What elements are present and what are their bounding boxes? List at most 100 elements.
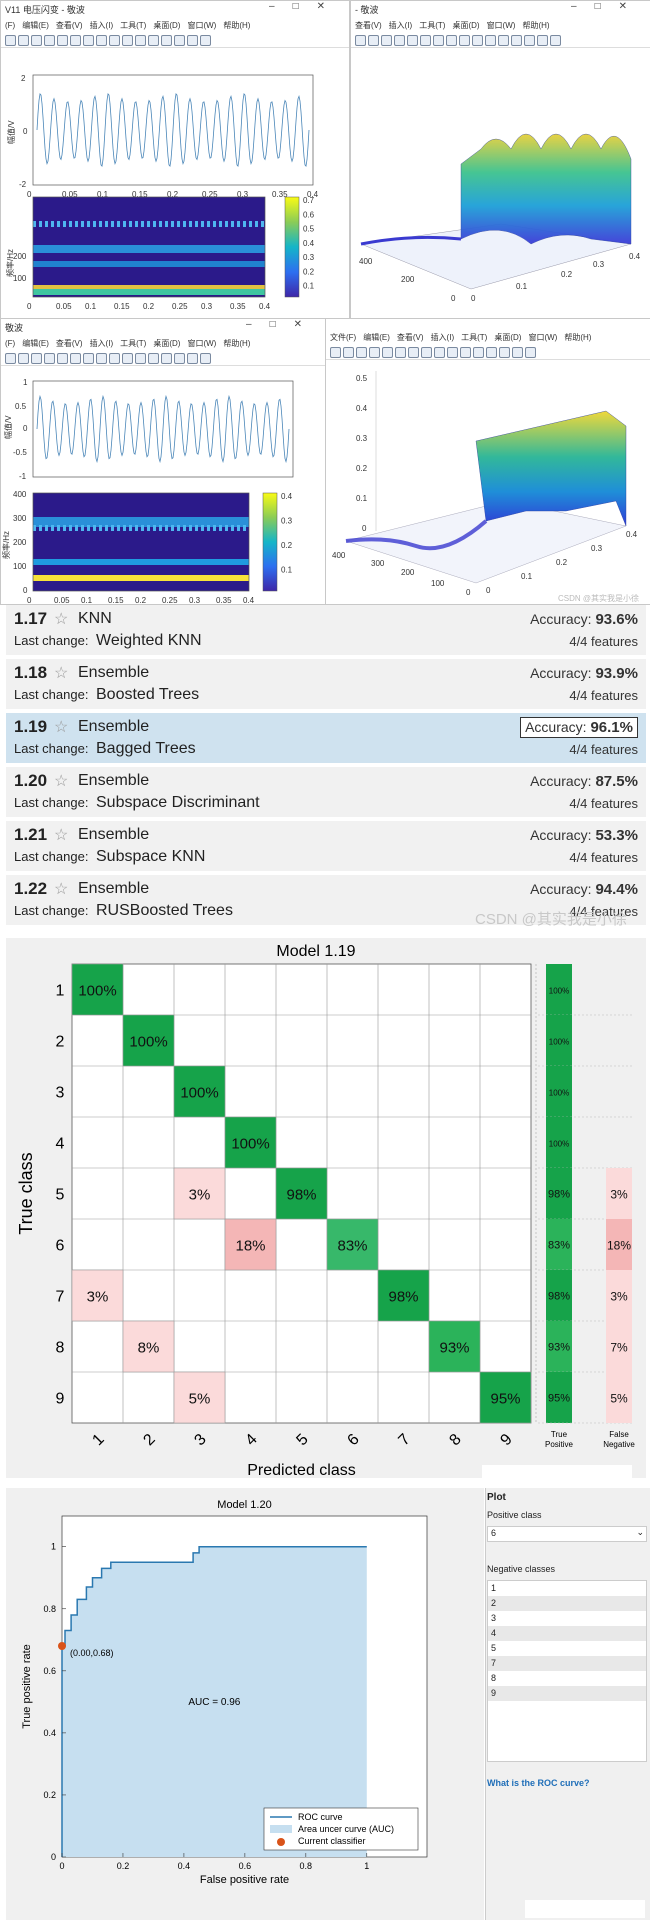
- toolbar-button-icon[interactable]: [135, 353, 146, 364]
- menu-item[interactable]: 窗口(W): [528, 333, 558, 342]
- roc-help-link[interactable]: What is the ROC curve?: [487, 1778, 590, 1788]
- toolbar-button-icon[interactable]: [421, 347, 432, 358]
- toolbar-button-icon[interactable]: [200, 353, 211, 364]
- menu-item[interactable]: 工具(T): [419, 21, 446, 30]
- toolbar-button-icon[interactable]: [343, 347, 354, 358]
- toolbar-button-icon[interactable]: [18, 35, 29, 46]
- toolbar-button-icon[interactable]: [200, 35, 211, 46]
- toolbar-button-icon[interactable]: [187, 353, 198, 364]
- menu-item[interactable]: 插入(I): [89, 339, 114, 348]
- model-item-1-17[interactable]: 1.17 ☆ KNN Last change: Weighted KNN Accuracy…: [6, 605, 646, 655]
- toolbar-button-icon[interactable]: [485, 35, 496, 46]
- toolbar-button-icon[interactable]: [83, 35, 94, 46]
- toolbar-button-icon[interactable]: [109, 353, 120, 364]
- menu-item[interactable]: 窗口(W): [486, 21, 516, 30]
- toolbar-button-icon[interactable]: [460, 347, 471, 358]
- menu-bar[interactable]: (F) 编辑(E) 查看(V) 插入(I) 工具(T) 桌面(D) 窗口(W) 帮助(H): [1, 337, 326, 351]
- toolbar-button-icon[interactable]: [122, 353, 133, 364]
- negative-class-item[interactable]: 3: [488, 1611, 646, 1626]
- negative-class-item[interactable]: 8: [488, 1671, 646, 1686]
- toolbar-button-icon[interactable]: [356, 347, 367, 358]
- toolbar-button-icon[interactable]: [5, 353, 16, 364]
- toolbar-button-icon[interactable]: [31, 353, 42, 364]
- toolbar-button-icon[interactable]: [382, 347, 393, 358]
- menu-item[interactable]: 桌面(D): [153, 21, 181, 30]
- menu-item[interactable]: 帮助(H): [522, 21, 550, 30]
- menu-item[interactable]: 编辑(E): [363, 333, 390, 342]
- window-controls[interactable]: –□✕: [246, 319, 320, 330]
- toolbar-button-icon[interactable]: [44, 35, 55, 46]
- toolbar-button-icon[interactable]: [122, 35, 133, 46]
- menu-item[interactable]: 工具(T): [120, 21, 147, 30]
- negative-class-item[interactable]: 7: [488, 1656, 646, 1671]
- toolbar-button-icon[interactable]: [330, 347, 341, 358]
- toolbar-button-icon[interactable]: [433, 35, 444, 46]
- toolbar-button-icon[interactable]: [135, 35, 146, 46]
- menu-item[interactable]: 插入(I): [89, 21, 114, 30]
- menu-item[interactable]: 帮助(H): [223, 21, 251, 30]
- toolbar-button-icon[interactable]: [44, 353, 55, 364]
- toolbar-button-icon[interactable]: [395, 347, 406, 358]
- toolbar-button-icon[interactable]: [96, 353, 107, 364]
- menu-item[interactable]: (F): [5, 21, 16, 30]
- model-item-1-21[interactable]: 1.21 ☆ Ensemble Last change: Subspace KNN Acc…: [6, 821, 646, 871]
- toolbar-button-icon[interactable]: [381, 35, 392, 46]
- toolbar-button-icon[interactable]: [499, 347, 510, 358]
- toolbar-button-icon[interactable]: [109, 35, 120, 46]
- menu-item[interactable]: 窗口(W): [187, 21, 217, 30]
- menu-bar[interactable]: 文件(F) 编辑(E) 查看(V) 插入(I) 工具(T) 桌面(D) 窗口(W) 帮助(H): [326, 331, 650, 345]
- toolbar-button-icon[interactable]: [70, 35, 81, 46]
- toolbar-button-icon[interactable]: [96, 35, 107, 46]
- toolbar-button-icon[interactable]: [18, 353, 29, 364]
- menu-item[interactable]: 帮助(H): [564, 333, 592, 342]
- toolbar-button-icon[interactable]: [148, 35, 159, 46]
- toolbar-button-icon[interactable]: [446, 35, 457, 46]
- toolbar-button-icon[interactable]: [459, 35, 470, 46]
- menu-item[interactable]: 桌面(D): [452, 21, 480, 30]
- toolbar-button-icon[interactable]: [447, 347, 458, 358]
- menu-item[interactable]: (F): [5, 339, 16, 348]
- model-item-1-18[interactable]: 1.18 ☆ Ensemble Last change: Boosted Trees Ac…: [6, 659, 646, 709]
- model-item-1-22[interactable]: 1.22 ☆ Ensemble Last change: RUSBoosted Tree…: [6, 875, 646, 925]
- menu-item[interactable]: 插入(I): [388, 21, 413, 30]
- toolbar-button-icon[interactable]: [31, 35, 42, 46]
- menu-item[interactable]: 查看(V): [55, 21, 83, 30]
- model-item-1-20[interactable]: 1.20 ☆ Ensemble Last change: Subspace Discri…: [6, 767, 646, 817]
- menu-bar[interactable]: 查看(V) 插入(I) 工具(T) 桌面(D) 窗口(W) 帮助(H): [351, 19, 650, 33]
- toolbar-button-icon[interactable]: [408, 347, 419, 358]
- toolbar-button-icon[interactable]: [434, 347, 445, 358]
- toolbar-button-icon[interactable]: [57, 35, 68, 46]
- toolbar-button-icon[interactable]: [174, 353, 185, 364]
- toolbar-button-icon[interactable]: [368, 35, 379, 46]
- positive-class-select[interactable]: 6 ⌄: [487, 1526, 647, 1542]
- toolbar-button-icon[interactable]: [161, 353, 172, 364]
- model-item-1-19[interactable]: 1.19 ☆ Ensemble Last change: Bagged Trees Acc…: [6, 713, 646, 763]
- toolbar-button-icon[interactable]: [420, 35, 431, 46]
- menu-item[interactable]: 工具(T): [461, 333, 488, 342]
- toolbar-button-icon[interactable]: [355, 35, 366, 46]
- toolbar-button-icon[interactable]: [550, 35, 561, 46]
- toolbar-button-icon[interactable]: [174, 35, 185, 46]
- menu-item[interactable]: 查看(V): [355, 21, 382, 30]
- toolbar-button-icon[interactable]: [498, 35, 509, 46]
- toolbar-button-icon[interactable]: [525, 347, 536, 358]
- toolbar-button-icon[interactable]: [148, 353, 159, 364]
- menu-item[interactable]: 查看(V): [396, 333, 424, 342]
- star-icon[interactable]: ☆: [54, 665, 69, 682]
- menu-item[interactable]: 编辑(E): [22, 21, 49, 30]
- toolbar-button-icon[interactable]: [57, 353, 68, 364]
- menu-item[interactable]: 桌面(D): [494, 333, 522, 342]
- toolbar-button-icon[interactable]: [407, 35, 418, 46]
- star-icon[interactable]: ☆: [54, 881, 69, 898]
- menu-item[interactable]: 窗口(W): [187, 339, 217, 348]
- menu-item[interactable]: 桌面(D): [153, 339, 181, 348]
- toolbar-button-icon[interactable]: [394, 35, 405, 46]
- menu-bar[interactable]: (F) 编辑(E) 查看(V) 插入(I) 工具(T) 桌面(D) 窗口(W) 帮助(H): [1, 19, 349, 33]
- menu-item[interactable]: 文件(F): [330, 333, 357, 342]
- menu-item[interactable]: 查看(V): [55, 339, 83, 348]
- negative-class-item[interactable]: 5: [488, 1641, 646, 1656]
- toolbar-button-icon[interactable]: [524, 35, 535, 46]
- toolbar-button-icon[interactable]: [511, 35, 522, 46]
- toolbar-button-icon[interactable]: [369, 347, 380, 358]
